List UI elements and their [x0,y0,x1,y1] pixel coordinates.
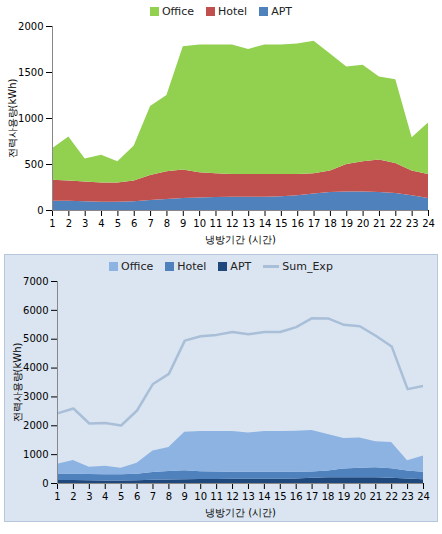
svg-text:전력사용량(kWh): 전력사용량(kWh) [12,342,23,422]
svg-text:11: 11 [210,491,223,502]
svg-text:6: 6 [131,218,137,229]
svg-text:500: 500 [24,159,43,170]
svg-text:7000: 7000 [23,276,48,287]
svg-text:22: 22 [389,218,402,229]
svg-text:5: 5 [115,218,121,229]
svg-text:전력사용량(kWh): 전력사용량(kWh) [7,78,18,158]
svg-text:0: 0 [37,205,43,216]
svg-text:1: 1 [49,218,55,229]
svg-text:21: 21 [373,218,386,229]
svg-text:20: 20 [357,218,370,229]
svg-text:17: 17 [308,218,321,229]
svg-text:9: 9 [182,491,188,502]
svg-text:23: 23 [406,218,419,229]
svg-text:6: 6 [134,491,140,502]
html-text:APT: APT [271,5,293,18]
svg-text:14: 14 [258,491,271,502]
svg-text:19: 19 [340,218,353,229]
svg-text:7: 7 [147,218,153,229]
svg-text:1: 1 [54,491,60,502]
svg-text:13: 13 [242,218,255,229]
svg-text:10: 10 [194,491,207,502]
svg-text:11: 11 [210,218,223,229]
svg-text:24: 24 [417,491,430,502]
svg-text:21: 21 [369,491,382,502]
svg-text:2000: 2000 [18,21,43,32]
svg-text:4000: 4000 [23,362,48,373]
html-text:Sum_Exp: Sum_Exp [282,260,333,273]
svg-text:5000: 5000 [23,333,48,344]
html-text:APT: APT [230,260,252,273]
svg-text:19: 19 [338,491,351,502]
svg-text:냉방기간 (시간): 냉방기간 (시간) [205,507,276,518]
svg-text:17: 17 [306,491,319,502]
svg-text:3: 3 [82,218,88,229]
svg-text:12: 12 [226,491,239,502]
svg-text:24: 24 [422,218,435,229]
svg-text:16: 16 [290,491,303,502]
svg-text:14: 14 [259,218,272,229]
html-text:Hotel: Hotel [177,260,207,273]
svg-text:9: 9 [180,218,186,229]
svg-text:13: 13 [242,491,255,502]
svg-text:15: 15 [275,218,288,229]
svg-text:18: 18 [322,491,335,502]
svg-text:10: 10 [193,218,206,229]
svg-text:15: 15 [274,491,287,502]
svg-text:7: 7 [150,491,156,502]
svg-text:4: 4 [102,491,108,502]
html-text:Hotel: Hotel [218,5,248,18]
svg-text:0: 0 [42,478,48,489]
svg-text:3000: 3000 [23,391,48,402]
svg-text:2: 2 [70,491,76,502]
svg-text:8: 8 [166,491,172,502]
svg-text:1500: 1500 [18,67,43,78]
svg-text:20: 20 [353,491,366,502]
svg-text:1000: 1000 [23,449,48,460]
html-text:Office: Office [161,5,194,18]
svg-text:5: 5 [118,491,124,502]
svg-text:18: 18 [324,218,337,229]
svg-text:6000: 6000 [23,305,48,316]
svg-text:3: 3 [86,491,92,502]
svg-text:16: 16 [291,218,304,229]
svg-text:12: 12 [226,218,239,229]
svg-text:4: 4 [98,218,104,229]
svg-text:22: 22 [385,491,398,502]
svg-text:2000: 2000 [23,420,48,431]
svg-text:2: 2 [66,218,72,229]
svg-text:냉방기간 (시간): 냉방기간 (시간) [205,234,276,245]
svg-text:8: 8 [164,218,170,229]
svg-text:23: 23 [401,491,414,502]
html-text:Office: Office [121,260,154,273]
svg-text:1000: 1000 [18,113,43,124]
